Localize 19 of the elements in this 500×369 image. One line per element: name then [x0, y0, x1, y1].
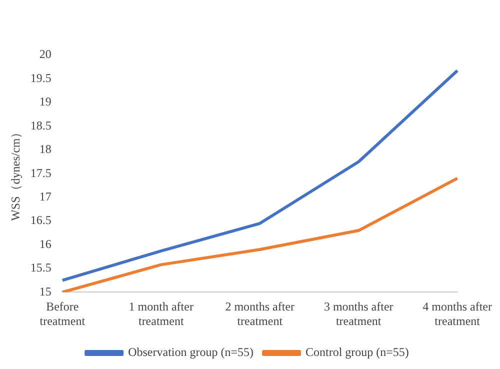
- y-tick-label: 20: [39, 47, 52, 62]
- y-tick-label: 15.5: [30, 260, 52, 275]
- y-tick-label: 16.5: [30, 213, 52, 228]
- x-tick-label: 3 months after treatment: [324, 300, 394, 328]
- y-axis-title: WSS（dynes/cm）: [8, 126, 22, 221]
- y-tick-label: 17.5: [30, 166, 52, 180]
- x-tick-label: Before treatment: [40, 300, 86, 328]
- legend-label: Observation group (n=55): [128, 345, 254, 360]
- y-tick-label: 19.5: [30, 70, 52, 85]
- y-tick-label: 18.5: [30, 118, 52, 132]
- y-tick-label: 17: [39, 189, 52, 204]
- y-tick-label: 16: [39, 236, 52, 251]
- y-tick-label: 15: [39, 284, 52, 298]
- y-tick-label: 18: [39, 142, 52, 156]
- x-tick-label: 2 months after treatment: [225, 300, 295, 328]
- y-tick-label: 19: [39, 94, 52, 109]
- x-tick-label: 4 months after treatment: [422, 300, 492, 328]
- x-tick-label: 1 month after treatment: [128, 300, 194, 328]
- legend-label: Control group (n=55): [305, 345, 409, 360]
